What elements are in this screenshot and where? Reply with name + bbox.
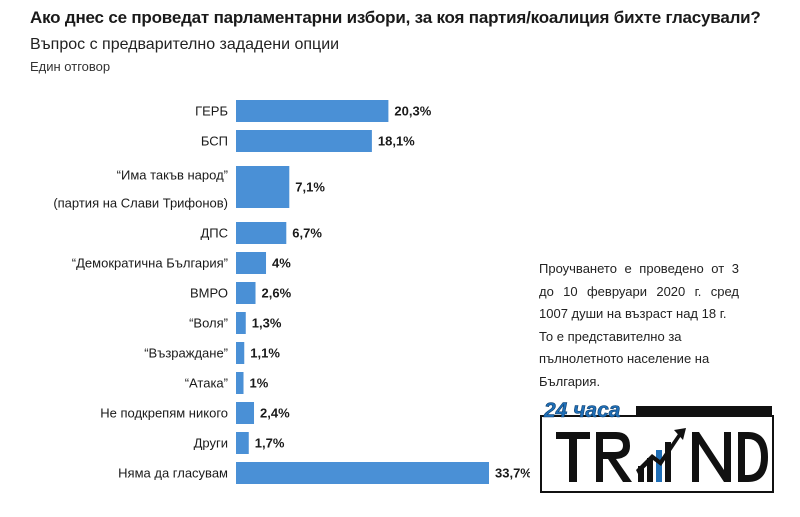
- category-label-2-1: (партия на Слави Трифонов): [53, 196, 228, 211]
- category-label-10: Други: [194, 436, 228, 451]
- value-label-6: 1,3%: [252, 316, 282, 331]
- bar-8: [236, 372, 244, 394]
- bar-chart: ГЕРБ 20,3% БСП 18,1% “Има такъв народ” (парти…: [53, 100, 530, 484]
- value-label-4: 4%: [272, 256, 291, 271]
- category-label-11: Няма да гласувам: [118, 466, 228, 481]
- trend-logo-graphic: 24 часа: [540, 399, 774, 493]
- study-note-representativeness: То е представително за пълнолетното насе…: [539, 328, 710, 389]
- value-label-5: 2,6%: [262, 286, 292, 301]
- bar-5: [236, 282, 256, 304]
- category-label-3: ДПС: [200, 226, 228, 241]
- bar-11: [236, 462, 489, 484]
- bar-3: [236, 222, 287, 244]
- svg-text:24 часа: 24 часа: [543, 399, 621, 422]
- category-label-7: “Възраждане”: [144, 346, 228, 361]
- value-label-9: 2,4%: [260, 406, 290, 421]
- value-label-7: 1,1%: [250, 346, 280, 361]
- category-label-6: “Воля”: [189, 316, 228, 331]
- answer-type-note: Един отговор: [30, 59, 111, 74]
- bar-1: [236, 130, 372, 152]
- bar-2: [236, 166, 290, 208]
- bar-6: [236, 312, 246, 334]
- study-note-methodology: Проучването е проведено от 3 до 10 февру…: [539, 261, 739, 321]
- bar-7: [236, 342, 245, 364]
- value-label-11: 33,7%: [495, 466, 530, 481]
- category-label-4: “Демократична България”: [72, 256, 228, 271]
- value-label-2: 7,1%: [295, 180, 325, 195]
- category-label-9: Не подкрепям никого: [100, 406, 228, 421]
- category-label-5: ВМРО: [190, 286, 228, 301]
- value-label-3: 6,7%: [292, 226, 322, 241]
- chart-subtitle: Въпрос с предварително зададени опции: [30, 36, 340, 53]
- value-label-0: 20,3%: [394, 104, 431, 119]
- value-label-8: 1%: [250, 376, 269, 391]
- bar-4: [236, 252, 267, 274]
- value-label-10: 1,7%: [255, 436, 285, 451]
- trend-logo: 24 часа: [540, 396, 774, 494]
- category-label-0: ГЕРБ: [195, 104, 228, 119]
- category-label-1: БСП: [201, 134, 228, 149]
- bar-10: [236, 432, 249, 454]
- study-note: Проучването е проведено от 3 до 10 февру…: [539, 258, 739, 393]
- bar-9: [236, 402, 255, 424]
- category-label-2-0: “Има такъв народ”: [117, 168, 228, 183]
- chart-title: Ако днес се проведат парламентарни избор…: [30, 8, 761, 27]
- bar-0: [236, 100, 389, 122]
- value-label-1: 18,1%: [378, 134, 415, 149]
- category-label-8: “Атака”: [185, 376, 228, 391]
